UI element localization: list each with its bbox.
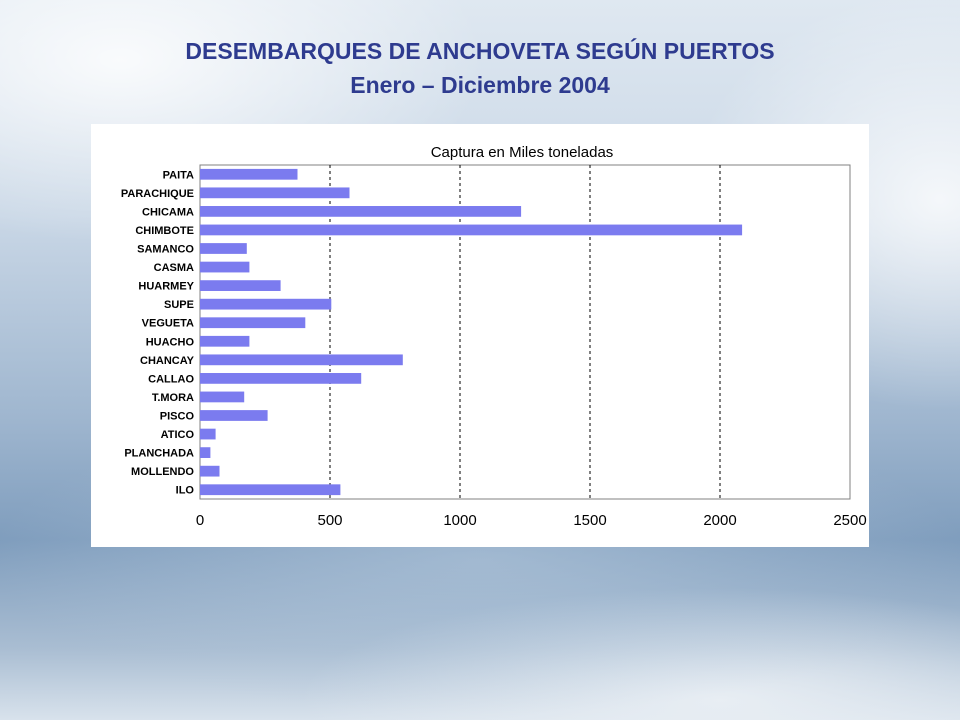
chart-panel: Captura en Miles toneladas PAITA PARACHIQ… [91,124,869,547]
bar-mollendo [200,465,220,477]
chart-title: Captura en Miles toneladas [431,144,614,161]
category-label: PAITA [163,169,194,181]
bar-chart: Captura en Miles toneladas PAITA PARACHIQ… [121,144,867,529]
category-label: PISCO [160,411,195,423]
bar-huacho [200,335,250,347]
bar-supe [200,298,332,310]
slide-subtitle: Enero – Diciembre 2004 [350,72,610,98]
category-label: SUPE [164,299,194,311]
category-label: PARACHIQUE [121,188,194,200]
slide-title: DESEMBARQUES DE ANCHOVETA SEGÚN PUERTOS [185,38,775,64]
x-tick-label: 1000 [443,512,476,529]
category-label: MOLLENDO [131,466,194,478]
bar-parachique [200,187,350,199]
category-label: HUACHO [146,336,195,348]
category-label: SAMANCO [137,244,194,256]
bar-callao [200,373,362,384]
bar-chicama [200,206,522,217]
bar-chimbote [200,224,743,236]
category-label: ILO [176,485,195,497]
x-tick-label: 2500 [833,512,866,529]
bar-pisco [200,410,268,421]
category-label: PLANCHADA [124,448,194,460]
category-label: CASMA [154,262,194,274]
x-tick-label: 2000 [703,512,736,529]
bar-casma [200,261,250,273]
category-label: VEGUETA [142,318,194,330]
bar-vegueta [200,317,306,329]
x-tick-label: 0 [196,512,204,529]
category-label: CHICAMA [142,206,194,218]
plot-area [199,164,851,500]
category-label: CALLAO [148,373,194,385]
category-label: ATICO [161,429,195,441]
bar-planchada [200,447,211,458]
x-tick-label: 1500 [573,512,606,529]
category-label: HUARMEY [138,281,194,293]
bar-paita [200,168,298,180]
category-label: T.MORA [152,392,194,404]
bar-ilo [200,484,341,496]
x-tick-label: 500 [317,512,342,529]
category-label: CHIMBOTE [135,225,194,237]
bar-huarmey [200,280,281,291]
bar-chancay [200,354,403,366]
category-label: CHANCAY [140,355,195,367]
bar-atico [200,428,216,440]
bar-samanco [200,243,247,254]
bar-t-mora [200,391,245,403]
